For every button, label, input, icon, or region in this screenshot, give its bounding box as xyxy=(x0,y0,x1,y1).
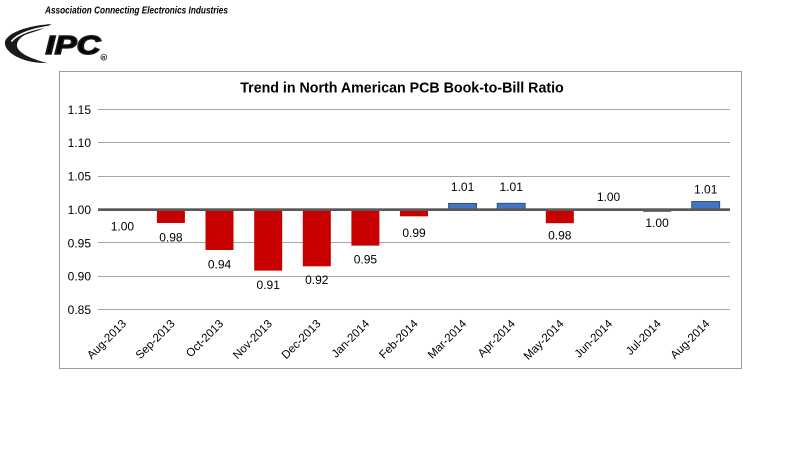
svg-text:1.01: 1.01 xyxy=(451,180,475,194)
svg-text:0.85: 0.85 xyxy=(68,303,92,317)
svg-text:0.98: 0.98 xyxy=(159,230,183,244)
svg-text:1.00: 1.00 xyxy=(597,190,621,204)
svg-text:1.00: 1.00 xyxy=(68,203,92,217)
svg-text:R: R xyxy=(102,55,106,60)
svg-text:0.91: 0.91 xyxy=(257,278,281,292)
svg-text:0.95: 0.95 xyxy=(354,252,378,266)
svg-text:0.99: 0.99 xyxy=(402,226,426,240)
svg-text:1.00: 1.00 xyxy=(111,220,135,234)
svg-text:0.92: 0.92 xyxy=(305,273,329,287)
svg-text:0.95: 0.95 xyxy=(68,236,92,250)
svg-text:1.01: 1.01 xyxy=(694,183,718,197)
svg-text:1.10: 1.10 xyxy=(68,136,92,150)
svg-text:1.15: 1.15 xyxy=(68,103,92,117)
svg-text:Association Connecting Electro: Association Connecting Electronics Indus… xyxy=(44,6,228,17)
svg-text:1.01: 1.01 xyxy=(500,180,524,194)
svg-text:Trend in North American PCB Bo: Trend in North American PCB Book-to-Bill… xyxy=(240,79,564,96)
svg-text:0.94: 0.94 xyxy=(208,257,232,271)
svg-text:IPC: IPC xyxy=(46,30,103,60)
svg-text:1.05: 1.05 xyxy=(68,170,92,184)
svg-text:1.00: 1.00 xyxy=(645,216,669,230)
svg-text:0.98: 0.98 xyxy=(548,229,572,243)
svg-text:0.90: 0.90 xyxy=(68,270,92,284)
